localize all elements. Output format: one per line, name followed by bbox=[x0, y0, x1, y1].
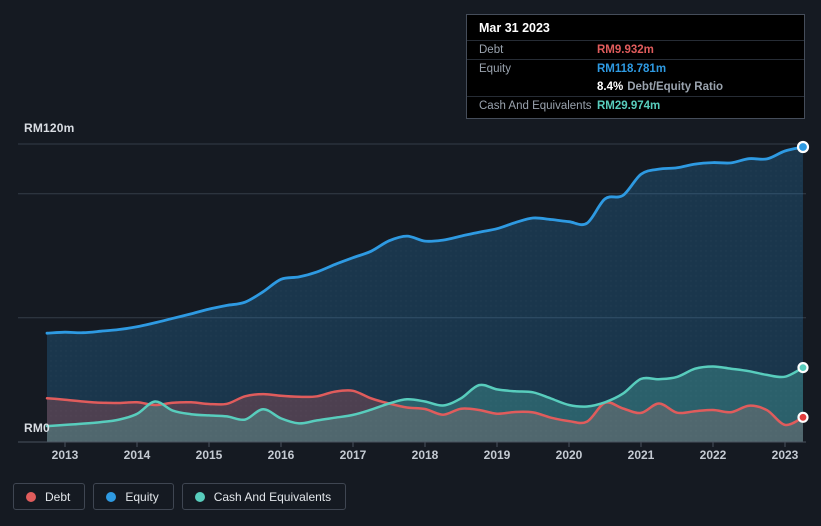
debt-line bbox=[45, 389, 805, 427]
tooltip-row-debt: Debt RM9.932m bbox=[467, 41, 804, 60]
legend-debt-label: Debt bbox=[45, 489, 71, 504]
legend-cash-label: Cash And Equivalents bbox=[213, 489, 332, 504]
x-axis-label-2016: 2016 bbox=[268, 448, 295, 462]
x-axis-label-2019: 2019 bbox=[484, 448, 511, 462]
legend-item-cash[interactable]: Cash And Equivalents bbox=[181, 483, 347, 510]
legend-equity-label: Equity bbox=[125, 489, 159, 504]
tooltip-cash-label: Cash And Equivalents bbox=[479, 100, 592, 112]
x-axis-label-2017: 2017 bbox=[340, 448, 367, 462]
tooltip-row-ratio: 8.4% Debt/Equity Ratio bbox=[467, 78, 804, 97]
legend: Debt Equity Cash And Equivalents bbox=[13, 483, 347, 510]
x-axis-label-2013: 2013 bbox=[52, 448, 79, 462]
debt-equity-ratio-label: Debt/Equity Ratio bbox=[627, 81, 724, 93]
tooltip: Mar 31 2023 Debt RM9.932m Equity RM118.7… bbox=[466, 14, 805, 119]
x-axis-label-2023: 2023 bbox=[772, 448, 799, 462]
tooltip-cash-value: RM29.974m bbox=[597, 100, 661, 112]
x-axis-label-2018: 2018 bbox=[412, 448, 439, 462]
y-axis-label-zero: RM0 bbox=[24, 421, 50, 435]
equity-endpoint-marker bbox=[796, 140, 810, 154]
x-axis-label-2015: 2015 bbox=[196, 448, 223, 462]
x-axis-label-2022: 2022 bbox=[700, 448, 727, 462]
debt-legend-dot-icon bbox=[26, 491, 36, 502]
legend-item-equity[interactable]: Equity bbox=[93, 483, 174, 510]
area-texture bbox=[47, 147, 803, 442]
tooltip-debt-label: Debt bbox=[479, 44, 504, 56]
x-axis-label-2021: 2021 bbox=[628, 448, 655, 462]
legend-item-debt[interactable]: Debt bbox=[13, 483, 86, 510]
debt-equity-ratio-value: 8.4% bbox=[597, 81, 624, 93]
y-axis-label-max: RM120m bbox=[24, 121, 75, 135]
x-axis-label-2020: 2020 bbox=[556, 448, 583, 462]
tooltip-row-equity: Equity RM118.781m bbox=[467, 60, 804, 78]
cash-line bbox=[45, 365, 805, 428]
cash-legend-dot-icon bbox=[194, 491, 205, 502]
debt-endpoint-marker bbox=[797, 411, 809, 423]
cash-endpoint-marker bbox=[797, 362, 809, 374]
tooltip-debt-value: RM9.932m bbox=[597, 44, 654, 56]
equity-line bbox=[45, 145, 805, 335]
tooltip-equity-value: RM118.781m bbox=[597, 63, 667, 75]
tooltip-date: Mar 31 2023 bbox=[467, 15, 804, 41]
tooltip-row-cash: Cash And Equivalents RM29.974m bbox=[467, 97, 804, 118]
equity-legend-dot-icon bbox=[106, 491, 117, 502]
tooltip-equity-label: Equity bbox=[479, 63, 511, 75]
x-axis-label-2014: 2014 bbox=[124, 448, 151, 462]
